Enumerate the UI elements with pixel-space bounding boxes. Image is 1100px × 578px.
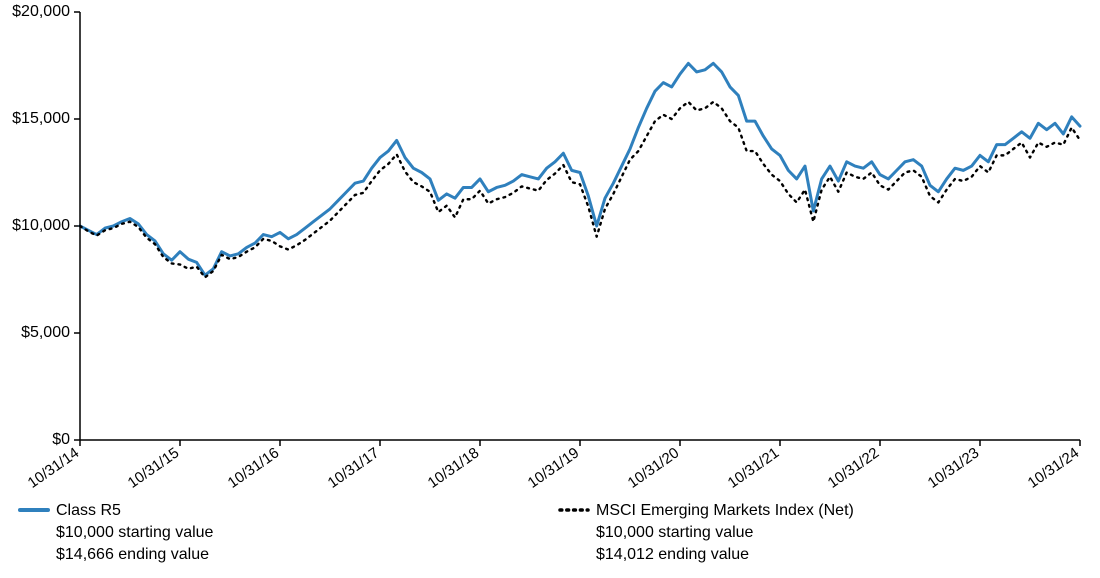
x-tick-label: 10/31/20 <box>625 444 683 491</box>
legend-starting-value: $10,000 starting value <box>56 524 214 541</box>
growth-chart: $0 $5,000 $10,000 $15,000 $20,000 10/31/14 10/… <box>0 0 1100 578</box>
x-tick-label: 10/31/21 <box>725 444 783 491</box>
legend-starting-value: $10,000 starting value <box>596 524 754 541</box>
x-tick-label: 10/31/19 <box>525 444 583 491</box>
y-tick-label: $10,000 <box>12 217 70 234</box>
x-tick-label: 10/31/16 <box>225 444 283 491</box>
x-tick-label: 10/31/18 <box>425 444 483 491</box>
x-tick-label: 10/31/17 <box>325 444 383 491</box>
x-tick-label: 10/31/22 <box>825 444 883 491</box>
y-tick-label: $20,000 <box>12 3 70 20</box>
x-tick-label: 10/31/14 <box>25 444 83 491</box>
legend-series-name: MSCI Emerging Markets Index (Net) <box>596 502 854 519</box>
chart-svg: $0 $5,000 $10,000 $15,000 $20,000 10/31/14 10/… <box>0 0 1100 578</box>
y-tick-label: $15,000 <box>12 110 70 127</box>
legend-ending-value: $14,012 ending value <box>596 546 749 563</box>
y-tick-label: $0 <box>52 431 70 448</box>
legend-series-name: Class R5 <box>56 502 121 519</box>
x-tick-label: 10/31/24 <box>1025 444 1083 491</box>
series-class-r5 <box>80 63 1080 275</box>
y-tick-label: $5,000 <box>21 324 70 341</box>
series-msci-em <box>80 102 1080 277</box>
x-tick-label: 10/31/15 <box>125 444 183 491</box>
legend-ending-value: $14,666 ending value <box>56 546 209 563</box>
x-tick-label: 10/31/23 <box>925 444 983 491</box>
